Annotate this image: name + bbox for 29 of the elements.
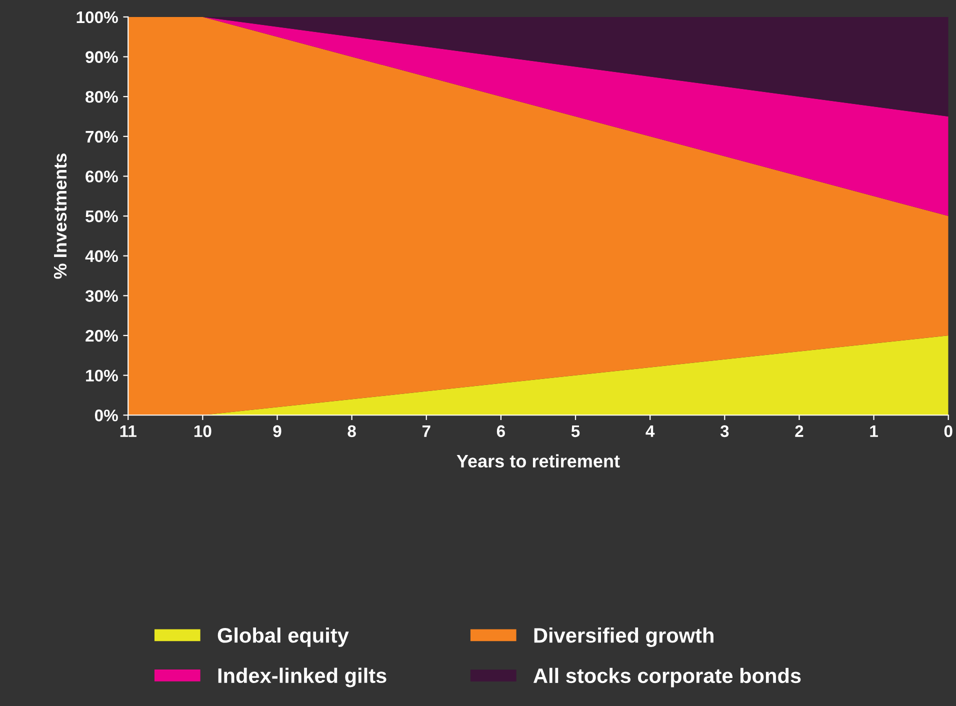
x-tick-label: 0 xyxy=(944,425,952,438)
y-tick-label: 100% xyxy=(76,11,118,24)
x-tick-label: 1 xyxy=(870,425,878,437)
y-tick-label: 80% xyxy=(86,90,118,103)
y-tick-label: 60% xyxy=(86,170,118,182)
y-axis-title: % Investments xyxy=(54,154,67,279)
legend-label: Global equity xyxy=(218,627,349,647)
x-tick-label: 11 xyxy=(120,425,136,437)
y-tick-label: 10% xyxy=(86,370,118,382)
legend-label: All stocks corporate bonds xyxy=(533,668,801,688)
x-tick-label: 8 xyxy=(348,425,356,438)
x-tick-label: 4 xyxy=(646,425,655,437)
y-tick-label: 0% xyxy=(94,410,118,422)
legend-label: Diversified growth xyxy=(534,627,714,647)
y-tick-label: 40% xyxy=(85,250,118,262)
x-tick-label: 9 xyxy=(273,425,282,438)
x-tick-label: 2 xyxy=(795,425,804,437)
x-axis-title: Years to retirement xyxy=(456,454,620,468)
x-tick-label: 6 xyxy=(496,425,505,438)
y-tick-label: 20% xyxy=(86,330,118,342)
y-tick-label: 30% xyxy=(85,290,118,302)
y-tick-label: 70% xyxy=(86,130,118,143)
y-tick-label: 90% xyxy=(86,51,118,63)
x-tick-label: 7 xyxy=(422,425,430,437)
x-tick-label: 3 xyxy=(720,425,729,438)
x-tick-label: 10 xyxy=(194,425,212,438)
legend-label: Index-linked gilts xyxy=(218,668,386,688)
y-tick-label: 50% xyxy=(86,210,118,222)
x-tick-label: 5 xyxy=(571,425,580,438)
